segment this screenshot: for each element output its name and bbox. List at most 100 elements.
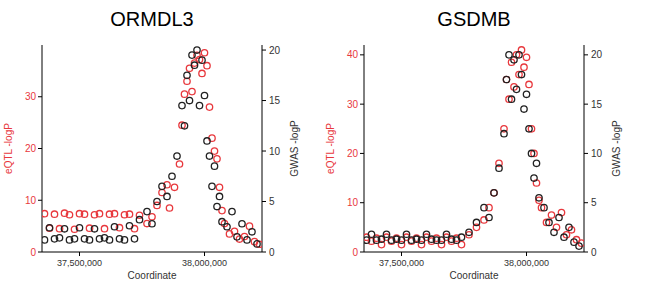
point <box>516 52 522 58</box>
point <box>189 52 195 58</box>
point <box>194 47 200 53</box>
chart: GSDMB37,500,00038,000,000010203040051015… <box>325 8 622 281</box>
point <box>201 50 207 56</box>
point <box>423 231 429 237</box>
y2-tick <box>262 100 266 101</box>
y2-tick-label: 0 <box>269 247 275 258</box>
point <box>508 96 514 102</box>
point <box>186 97 192 103</box>
y2-axis-title: GWAS -logP <box>289 120 300 177</box>
point <box>383 231 389 237</box>
point <box>126 211 132 217</box>
point <box>111 224 117 230</box>
point <box>211 163 217 169</box>
y-tick <box>360 54 364 55</box>
point <box>556 214 562 220</box>
point <box>149 221 155 227</box>
y2-tick-label: 15 <box>269 95 281 106</box>
point <box>473 219 479 225</box>
point <box>548 212 554 218</box>
point <box>121 237 127 243</box>
point <box>136 216 142 222</box>
point <box>491 190 497 196</box>
chart-title: GSDMB <box>437 8 510 30</box>
x-axis-title: Coordinate <box>128 270 177 281</box>
y-tick-label: 40 <box>347 49 359 60</box>
point <box>239 221 245 227</box>
point <box>71 236 77 242</box>
point <box>204 62 210 68</box>
point <box>111 211 117 217</box>
point <box>42 237 48 243</box>
x-tick-label: 38,000,000 <box>182 258 227 268</box>
point <box>491 190 497 196</box>
x-tick <box>204 252 205 256</box>
y-tick-label: 30 <box>25 91 37 102</box>
y2-axis-line <box>584 45 585 252</box>
point <box>503 76 509 82</box>
point <box>466 229 472 235</box>
y-axis-title: eQTL -logP <box>325 123 336 174</box>
y-tick-label: 0 <box>30 247 36 258</box>
chart: ORMDL337,500,00038,000,00001020300510152… <box>3 8 300 281</box>
y-tick-label: 20 <box>25 143 37 154</box>
y-tick-label: 0 <box>352 247 358 258</box>
y-tick <box>360 104 364 105</box>
point <box>219 219 225 225</box>
y2-tick-label: 0 <box>591 247 597 258</box>
point <box>438 237 444 243</box>
point <box>81 211 87 217</box>
point <box>224 224 230 230</box>
point <box>496 165 502 171</box>
point <box>523 91 529 97</box>
x-tick-label: 38,000,000 <box>504 258 549 268</box>
plot-area <box>42 47 262 248</box>
point <box>364 237 370 243</box>
point <box>206 153 212 159</box>
point <box>368 231 374 237</box>
point <box>179 102 185 108</box>
point <box>561 234 567 240</box>
y2-tick <box>584 54 588 55</box>
point <box>76 225 82 231</box>
point <box>46 225 52 231</box>
y-tick <box>38 200 42 201</box>
y-tick <box>360 153 364 154</box>
y2-tick-label: 20 <box>269 45 281 56</box>
y-tick <box>38 96 42 97</box>
point <box>398 237 404 243</box>
point <box>86 237 92 243</box>
point <box>199 57 205 63</box>
chart-canvas: ORMDL337,500,00038,000,00001020300510152… <box>0 0 650 288</box>
point <box>486 214 492 220</box>
point <box>214 203 220 209</box>
x-tick <box>401 252 402 256</box>
point <box>528 150 534 156</box>
y-tick-label: 20 <box>347 148 359 159</box>
point <box>511 57 517 63</box>
point <box>513 86 519 92</box>
y-tick <box>38 252 42 253</box>
point <box>458 234 464 240</box>
y2-tick-label: 10 <box>269 146 281 157</box>
y2-tick <box>262 252 266 253</box>
y2-tick <box>262 50 266 51</box>
point <box>234 234 240 240</box>
point <box>211 148 217 154</box>
point <box>541 204 547 210</box>
y-axis-title: eQTL -logP <box>3 123 14 174</box>
point <box>576 243 582 249</box>
point <box>254 241 260 247</box>
point <box>196 102 202 108</box>
point <box>503 76 509 82</box>
y2-tick <box>262 201 266 202</box>
y-tick-label: 30 <box>347 99 359 110</box>
point <box>174 153 180 159</box>
x-axis-line <box>42 252 262 253</box>
y2-tick <box>584 104 588 105</box>
point <box>46 225 52 231</box>
point <box>244 237 250 243</box>
y2-tick <box>584 252 588 253</box>
point <box>144 208 150 214</box>
x-tick-label: 37,500,000 <box>379 258 424 268</box>
